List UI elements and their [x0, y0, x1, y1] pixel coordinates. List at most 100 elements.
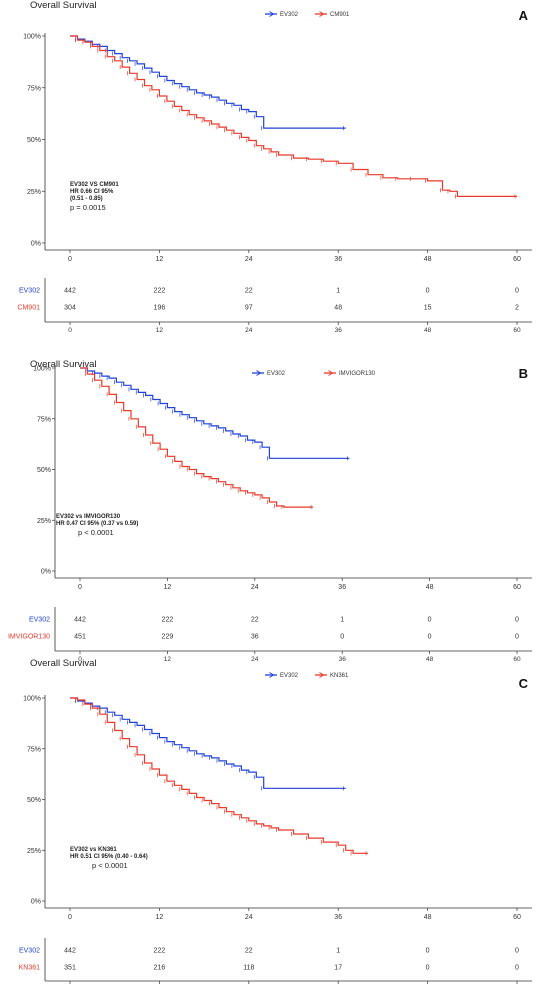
y-tick-label: 0% [31, 241, 41, 248]
series-line-cm901 [70, 35, 517, 197]
chart-title: Overall Survival [30, 658, 97, 669]
risk-x-tick-label: 12 [164, 656, 172, 663]
panel-label: B [519, 366, 528, 381]
legend-marker [269, 672, 275, 678]
series-line-kn361 [70, 697, 368, 854]
y-tick-label: 25% [37, 518, 51, 525]
legend-entry: EV302 [267, 371, 286, 377]
risk-x-tick-label: 24 [251, 656, 259, 663]
risk-row-label: KN361 [19, 965, 41, 972]
risk-row-label: EV302 [29, 617, 50, 624]
risk-count: 216 [154, 965, 166, 972]
risk-row-label: CM901 [17, 305, 40, 312]
hazard-ratio-text: EV302 vs IMVIGOR130 [56, 514, 121, 520]
risk-count: 351 [64, 965, 76, 972]
x-tick-label: 12 [156, 914, 164, 921]
legend-marker [319, 11, 325, 17]
chart-title: Overall Survival [30, 0, 97, 11]
y-tick-label: 100% [23, 34, 41, 41]
y-tick-label: 25% [27, 848, 41, 855]
risk-count: 0 [426, 948, 430, 955]
legend-entry: EV302 [280, 673, 299, 679]
risk-x-tick-label: 12 [156, 327, 164, 334]
risk-count: 36 [251, 634, 259, 641]
x-tick-label: 36 [334, 256, 342, 263]
legend-marker [256, 370, 262, 376]
risk-x-tick-label: 60 [513, 656, 521, 663]
legend-entry: KN361 [330, 673, 349, 679]
x-tick-label: 24 [245, 914, 253, 921]
chart-panel-b: Overall Survival B EV302 IMVIGOR130 0% 25% 50%… [8, 359, 532, 663]
x-tick-label: 36 [334, 914, 342, 921]
x-tick-label: 48 [424, 256, 432, 263]
y-tick-label: 100% [33, 366, 51, 373]
legend: EV302 IMVIGOR130 [252, 370, 376, 377]
y-tick-label: 0% [31, 899, 41, 906]
risk-table: EV30244222222100KN3613512161181700012243… [19, 938, 532, 984]
risk-count: 1 [336, 948, 340, 955]
x-tick-label: 60 [513, 256, 521, 263]
x-tick-label: 48 [426, 584, 434, 591]
risk-count: 304 [64, 305, 76, 312]
x-tick-label: 0 [68, 256, 72, 263]
risk-count: 22 [251, 617, 259, 624]
hazard-ratio-text: (0.51 - 0.85) [70, 196, 103, 202]
risk-count: 17 [334, 965, 342, 972]
risk-count: 222 [154, 948, 166, 955]
y-tick-label: 75% [27, 85, 41, 92]
legend-marker [269, 11, 275, 17]
chart-title: Overall Survival [30, 359, 97, 370]
risk-count: 1 [336, 288, 340, 295]
hazard-ratio-text: EV302 VS CM901 [70, 182, 119, 188]
series-line-ev302 [70, 697, 346, 789]
risk-row-label: IMVIGOR130 [8, 634, 50, 641]
risk-count: 442 [74, 617, 86, 624]
x-tick-label: 12 [164, 584, 172, 591]
legend-entry: EV302 [280, 12, 299, 18]
p-value: p < 0.0001 [78, 528, 114, 537]
hazard-ratio-text: EV302 vs KN361 [70, 847, 117, 853]
risk-count: 0 [515, 948, 519, 955]
risk-count: 48 [334, 305, 342, 312]
risk-count: 97 [245, 305, 253, 312]
risk-count: 22 [245, 948, 253, 955]
risk-count: 0 [426, 288, 430, 295]
risk-count: 0 [428, 634, 432, 641]
risk-count: 229 [162, 634, 174, 641]
x-tick-label: 60 [513, 914, 521, 921]
risk-x-tick-label: 36 [335, 327, 343, 334]
x-tick-label: 60 [513, 584, 521, 591]
risk-count: 118 [243, 965, 254, 972]
risk-count: 2 [515, 305, 519, 312]
legend-entry: CM901 [330, 12, 350, 18]
legend-marker [319, 672, 325, 678]
series-line-imvigor130 [80, 367, 314, 508]
risk-count: 442 [64, 288, 76, 295]
risk-x-tick-label: 48 [424, 327, 432, 334]
x-tick-label: 12 [156, 256, 164, 263]
y-tick-label: 0% [41, 569, 51, 576]
legend: EV302 CM901 [265, 11, 350, 18]
risk-count: 0 [515, 288, 519, 295]
y-tick-label: 75% [37, 416, 51, 423]
risk-row-label: EV302 [19, 948, 40, 955]
risk-x-tick-label: 48 [426, 656, 434, 663]
y-tick-label: 50% [27, 797, 41, 804]
y-tick-label: 50% [27, 137, 41, 144]
x-tick-label: 24 [251, 584, 259, 591]
series-line-ev302 [80, 367, 350, 459]
risk-count: 196 [154, 305, 166, 312]
risk-count: 0 [515, 965, 519, 972]
risk-count: 222 [162, 617, 174, 624]
risk-count: 442 [64, 948, 76, 955]
risk-row-label: EV302 [19, 288, 40, 295]
risk-x-tick-label: 0 [78, 656, 82, 663]
risk-x-tick-label: 0 [68, 327, 72, 334]
risk-count: 222 [154, 288, 166, 295]
legend-entry: IMVIGOR130 [339, 371, 376, 377]
